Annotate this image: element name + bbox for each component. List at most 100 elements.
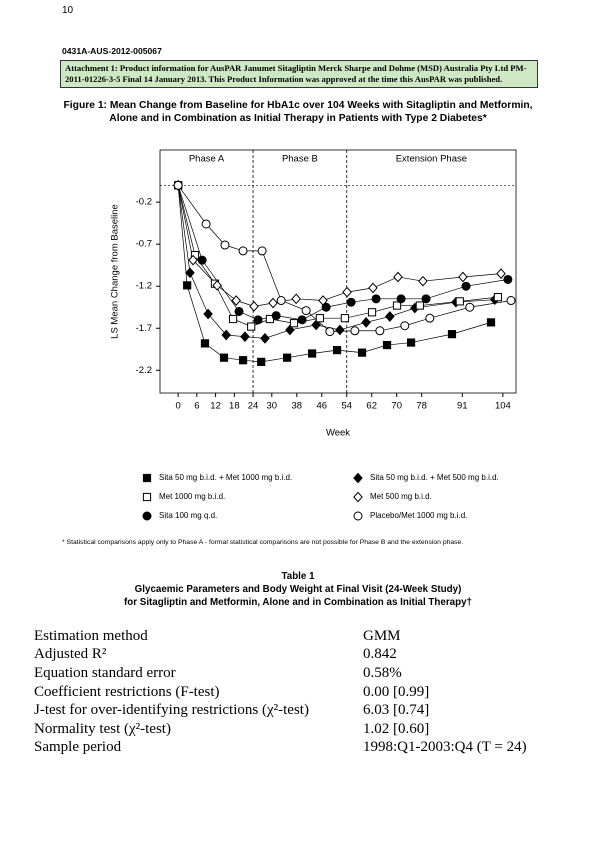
marker [367,308,377,317]
table-cell: 1.02 [0.60] [363,720,430,737]
table-cell: Adjusted R² [34,646,107,663]
legend-marker [142,511,152,521]
marker [396,294,406,304]
marker [285,324,295,336]
x-tick-label: 30 [267,401,278,412]
marker [307,349,317,358]
phase-label: Phase B [282,154,318,165]
y-tick-label: -0.2 [136,197,152,208]
marker [197,255,207,265]
marker [231,295,241,306]
marker [461,281,471,291]
table-cell: GMM [363,627,401,644]
marker [260,332,270,344]
legend-label: Met 1000 mg b.i.d. [159,492,225,501]
series-line [177,185,495,339]
marker [421,294,431,304]
x-tick-label: 6 [194,401,199,412]
x-tick-label: 54 [341,401,352,412]
table-row: Adjusted R² 0.842 [34,646,527,665]
y-tick-label: -1.2 [136,281,152,292]
legend-label: Placebo/Met 1000 mg b.i.d. [370,511,467,520]
marker [271,311,281,321]
x-tick-label: 104 [495,401,511,412]
marker [458,271,468,283]
marker [342,286,352,298]
marker [183,281,192,290]
table-title: for Sitagliptin and Metformin, Alone and… [124,597,472,608]
marker [173,180,183,190]
table-row: J-test for over-identifying restrictions… [34,701,527,720]
doc-id: 0431A-AUS-2012-005067 [62,46,162,56]
marker [503,274,513,284]
marker [247,322,256,331]
marker [382,340,392,350]
table-title: Glycaemic Parameters and Body Weight at … [134,584,462,595]
x-tick-label: 38 [291,401,302,412]
x-tick-label: 46 [316,401,327,412]
y-tick-label: -0.7 [136,239,152,250]
marker [221,329,231,341]
marker [282,353,292,362]
marker [371,294,381,304]
marker [185,267,195,279]
table-cell: 0.00 [0.99] [363,683,430,700]
x-axis-label: Week [326,428,350,439]
table-cell: J-test for over-identifying restrictions… [34,702,309,719]
marker [257,357,266,366]
page-number: 10 [62,5,74,16]
marker [315,314,324,323]
x-tick-label: 91 [457,401,468,412]
table-cell: Estimation method [34,627,148,644]
legend-marker [142,492,152,502]
marker [400,321,410,331]
marker [385,311,395,322]
marker [496,268,506,279]
legend-marker [353,472,363,484]
chart: Phase A Phase B Extension Phase -0.2 -0.7 -1.… [110,149,517,521]
table-cell: 0.842 [363,646,397,663]
marker [350,326,360,336]
legend-marker [142,473,152,483]
marker [455,297,464,306]
marker [335,324,345,336]
marker [506,296,516,306]
marker [289,319,299,328]
x-tick-label: 24 [248,401,259,412]
x-tick-label: 70 [391,401,402,412]
marker [368,282,378,294]
marker [276,296,286,306]
marker [425,313,435,323]
table-cell: Coefficient restrictions (F-test) [34,683,220,700]
table-cell: 6.03 [0.74] [363,702,430,719]
marker [212,280,222,291]
marker [234,306,244,316]
marker [203,308,213,320]
legend-label: Met 500 mg b.i.d. [370,492,432,501]
table-cell: Equation standard error [34,664,176,681]
x-tick-label: 12 [210,401,221,412]
marker [311,319,321,331]
table-row: Sample period 1998:Q1-2003:Q4 (T = 24) [34,739,527,758]
marker [486,318,496,327]
marker [346,297,356,307]
marker [393,271,403,283]
marker [406,338,416,347]
table-row: Normality test (χ²-test) 1.02 [0.60] [34,720,527,739]
series-line [177,185,498,327]
marker [268,297,278,309]
marker [200,339,210,348]
y-tick-label: -1.7 [136,323,152,334]
marker [340,314,349,323]
marker [415,301,424,310]
series-line [177,185,502,307]
x-tick-label: 62 [366,401,377,412]
x-tick-label: 18 [229,401,240,412]
legend-marker [353,491,363,503]
legend-label: Sita 100 mg q.d. [159,511,217,520]
table-cell: Sample period [34,739,122,756]
marker [240,331,250,343]
footnote: * Statistical comparisons apply only to … [62,539,464,546]
marker [375,326,385,336]
